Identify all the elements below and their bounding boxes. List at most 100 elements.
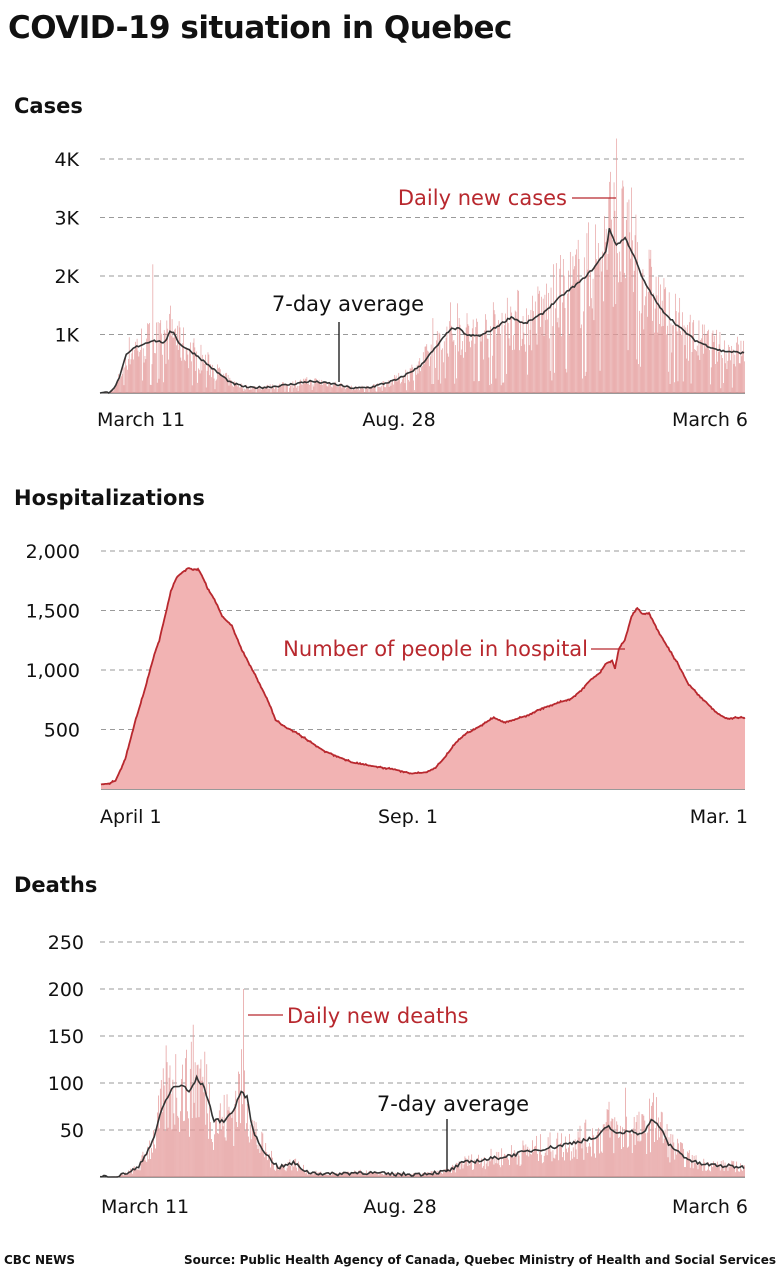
daily-case-bar bbox=[634, 235, 636, 393]
daily-case-bar bbox=[621, 188, 623, 393]
daily-death-bar bbox=[281, 1165, 283, 1177]
daily-death-bar bbox=[242, 1104, 243, 1177]
daily-case-bar bbox=[202, 354, 204, 393]
daily-case-bar bbox=[233, 386, 234, 393]
daily-case-bar bbox=[151, 364, 153, 393]
daily-case-bar bbox=[262, 386, 264, 393]
daily-case-bar bbox=[210, 364, 211, 393]
daily-case-bar bbox=[469, 341, 470, 393]
daily-death-bar bbox=[228, 1106, 230, 1177]
daily-case-bar bbox=[687, 324, 688, 393]
daily-case-bar bbox=[140, 349, 141, 393]
daily-case-bar bbox=[660, 284, 661, 393]
daily-death-bar bbox=[718, 1164, 720, 1177]
daily-case-bar bbox=[583, 257, 585, 393]
daily-death-bar bbox=[380, 1172, 382, 1177]
daily-case-bar bbox=[114, 385, 116, 393]
daily-death-bar bbox=[603, 1124, 605, 1177]
daily-case-bar bbox=[422, 366, 423, 393]
daily-death-bar bbox=[654, 1142, 655, 1177]
daily-case-bar bbox=[579, 279, 581, 393]
daily-death-bar bbox=[308, 1174, 310, 1177]
daily-death-bar bbox=[363, 1174, 365, 1177]
daily-case-bar bbox=[717, 351, 719, 393]
daily-case-bar bbox=[367, 387, 369, 393]
daily-case-bar bbox=[272, 384, 274, 393]
daily-death-bar bbox=[280, 1166, 282, 1177]
daily-case-bar bbox=[159, 323, 161, 393]
daily-death-bar bbox=[468, 1155, 470, 1177]
daily-case-bar bbox=[145, 359, 147, 393]
daily-case-bar bbox=[265, 387, 267, 393]
daily-case-bar bbox=[498, 320, 499, 393]
daily-death-bar bbox=[274, 1169, 275, 1177]
daily-case-bar bbox=[489, 385, 491, 393]
daily-death-bar bbox=[131, 1173, 133, 1177]
daily-death-bar bbox=[658, 1137, 660, 1177]
daily-case-bar bbox=[642, 269, 644, 393]
daily-death-bar bbox=[586, 1146, 588, 1177]
daily-death-bar bbox=[719, 1170, 721, 1177]
daily-death-bar bbox=[369, 1172, 371, 1177]
daily-case-bar bbox=[474, 343, 476, 393]
daily-death-bar bbox=[645, 1133, 647, 1177]
daily-case-bar bbox=[693, 319, 695, 393]
daily-death-bar bbox=[169, 1065, 171, 1177]
daily-death-bar bbox=[370, 1171, 372, 1177]
daily-death-bar bbox=[178, 1117, 180, 1177]
daily-case-bar bbox=[615, 304, 617, 393]
daily-death-bar bbox=[282, 1165, 284, 1177]
daily-death-bar bbox=[170, 1093, 172, 1177]
footer-source: Source: Public Health Agency of Canada, … bbox=[184, 1253, 776, 1267]
daily-case-bar bbox=[590, 270, 591, 393]
daily-death-bar bbox=[352, 1172, 354, 1177]
daily-death-bar bbox=[591, 1156, 592, 1177]
daily-death-bar bbox=[456, 1163, 458, 1177]
daily-case-bar bbox=[361, 385, 363, 393]
daily-death-bar bbox=[602, 1124, 604, 1177]
daily-death-bar bbox=[198, 1117, 200, 1177]
daily-death-bar bbox=[484, 1169, 486, 1177]
daily-case-bar bbox=[403, 376, 405, 393]
daily-case-bar bbox=[281, 386, 282, 393]
daily-case-bar bbox=[398, 372, 400, 393]
daily-death-bar bbox=[679, 1151, 680, 1177]
daily-death-bar bbox=[187, 1111, 188, 1177]
daily-case-bar bbox=[229, 377, 231, 393]
daily-death-bar bbox=[164, 1130, 166, 1177]
daily-death-bar bbox=[171, 1129, 173, 1177]
daily-case-bar bbox=[447, 353, 449, 393]
daily-case-bar bbox=[358, 387, 359, 393]
daily-death-bar bbox=[525, 1144, 527, 1177]
daily-case-bar bbox=[205, 387, 207, 393]
daily-case-bar bbox=[661, 300, 663, 393]
daily-death-bar bbox=[129, 1171, 130, 1177]
daily-case-bar bbox=[451, 333, 453, 393]
daily-case-bar bbox=[304, 378, 306, 393]
daily-case-bar bbox=[317, 383, 319, 393]
daily-case-bar bbox=[457, 303, 458, 393]
daily-death-bar bbox=[632, 1128, 634, 1177]
daily-case-bar bbox=[631, 187, 632, 393]
daily-case-bar bbox=[357, 389, 358, 393]
daily-case-bar bbox=[335, 381, 337, 393]
daily-case-bar bbox=[131, 353, 133, 393]
daily-death-bar bbox=[366, 1174, 368, 1177]
y-tick-label: 150 bbox=[48, 1026, 84, 1048]
daily-case-bar bbox=[355, 386, 357, 393]
daily-case-bar bbox=[390, 385, 392, 393]
daily-death-bar bbox=[690, 1162, 692, 1177]
daily-case-bar bbox=[617, 253, 618, 393]
daily-case-bar bbox=[428, 351, 429, 393]
daily-death-bar bbox=[257, 1148, 259, 1177]
daily-death-bar bbox=[507, 1157, 508, 1177]
y-tick-label: 4K bbox=[54, 149, 79, 171]
daily-death-bar bbox=[607, 1109, 609, 1177]
daily-case-bar bbox=[650, 249, 652, 393]
daily-death-bar bbox=[130, 1170, 132, 1177]
daily-case-bar bbox=[514, 310, 516, 393]
daily-case-bar bbox=[312, 384, 314, 393]
daily-death-bar bbox=[661, 1112, 663, 1177]
daily-death-bar bbox=[606, 1109, 608, 1177]
daily-death-bar bbox=[615, 1133, 617, 1177]
